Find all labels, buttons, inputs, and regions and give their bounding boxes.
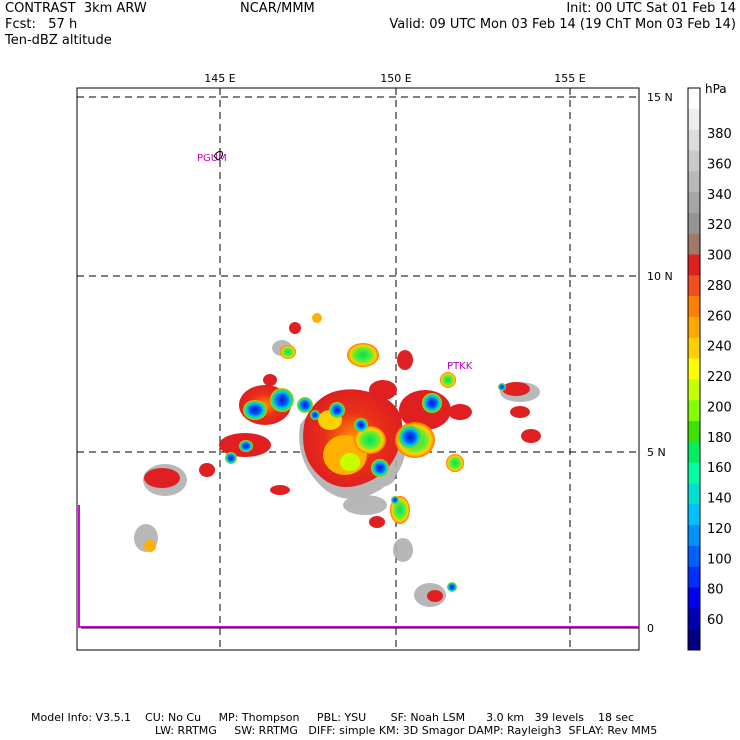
- colorbar-swatch: [688, 192, 700, 214]
- lon-label-155: 155 E: [554, 72, 585, 85]
- radar-map: 145 E 150 E 155 E 15 N 10 N 5 N 0 PGUM P…: [76, 72, 732, 651]
- colorbar-tick-label: 160: [707, 461, 732, 476]
- colorbar-swatch: [688, 254, 700, 276]
- init-time: Init: 00 UTC Sat 01 Feb 14: [566, 1, 736, 16]
- colorbar-swatch: [688, 337, 700, 360]
- reflectivity-field: [134, 313, 541, 607]
- colorbar-tick-label: 320: [707, 218, 732, 233]
- valid-time: Valid: 09 UTC Mon 03 Feb 14 (19 ChT Mon …: [389, 17, 736, 32]
- colorbar-swatch: [688, 171, 700, 193]
- colorbar-swatch: [688, 441, 700, 464]
- station-ptkk: PTKK: [447, 361, 473, 372]
- colorbar: [687, 87, 701, 651]
- colorbar-swatch: [688, 212, 700, 235]
- colorbar-swatch: [688, 129, 700, 151]
- colorbar-swatch: [688, 525, 700, 547]
- organization-label: NCAR/MMM: [240, 1, 315, 16]
- lon-label-150: 150 E: [380, 72, 411, 85]
- lat-label-5: 5 N: [647, 446, 666, 459]
- colorbar-tick-label: 80: [707, 583, 724, 598]
- model-info-line2: LW: RRTMG SW: RRTMG DIFF: simple KM: 3D …: [155, 724, 658, 737]
- colorbar-tick-label: 260: [707, 309, 732, 324]
- colorbar-swatch: [688, 483, 700, 505]
- guam-coastline: [213, 151, 223, 161]
- colorbar-swatch: [688, 296, 700, 318]
- colorbar-tick-label: 100: [707, 552, 732, 567]
- field-name: Ten-dBZ altitude: [5, 33, 112, 48]
- colorbar-swatch: [688, 88, 700, 110]
- colorbar-tick-label: 300: [707, 249, 732, 264]
- colorbar-swatch: [688, 316, 700, 339]
- colorbar-swatch: [688, 566, 700, 589]
- lat-label-0: 0: [647, 622, 654, 635]
- colorbar-tick-label: 140: [707, 492, 732, 507]
- forecast-hour: Fcst: 57 h: [5, 17, 78, 32]
- colorbar-unit: hPa: [705, 82, 727, 96]
- colorbar-tick-label: 240: [707, 340, 732, 355]
- colorbar-tick-label: 340: [707, 188, 732, 203]
- colorbar-swatch: [688, 545, 700, 568]
- colorbar-tick-label: 220: [707, 370, 732, 385]
- domain-boundary: [78, 505, 639, 628]
- colorbar-tick-label: 280: [707, 279, 732, 294]
- colorbar-tick-label: 200: [707, 400, 732, 415]
- colorbar-tick-label: 60: [707, 613, 724, 628]
- colorbar-swatch: [688, 275, 700, 297]
- model-info-line1: Model Info: V3.5.1 CU: No Cu MP: Thompso…: [31, 711, 635, 724]
- colorbar-swatch: [688, 233, 700, 256]
- station-pgum: PGUM: [197, 153, 227, 164]
- colorbar-swatch: [688, 587, 700, 609]
- colorbar-swatch: [688, 504, 700, 526]
- lon-label-145: 145 E: [204, 72, 235, 85]
- colorbar-swatch: [688, 462, 700, 484]
- colorbar-swatch: [688, 358, 700, 380]
- map-frame: [76, 87, 640, 651]
- colorbar-tick-label: 180: [707, 431, 732, 446]
- colorbar-labels: 380 360 340 320 300 280 260 240 220 200 180 160 140 1…: [707, 127, 732, 628]
- model-title: CONTRAST 3km ARW: [5, 1, 147, 16]
- colorbar-tick-label: 120: [707, 522, 732, 537]
- colorbar-swatch: [688, 400, 700, 422]
- colorbar-swatch: [688, 629, 700, 651]
- colorbar-swatch: [688, 150, 700, 172]
- colorbar-tick-label: 360: [707, 157, 732, 172]
- colorbar-frame: [687, 87, 701, 651]
- lat-label-10: 10 N: [647, 270, 673, 283]
- colorbar-swatch: [688, 379, 700, 401]
- colorbar-tick-label: 380: [707, 127, 732, 142]
- colorbar-swatch: [688, 421, 700, 443]
- lat-label-15: 15 N: [647, 91, 673, 104]
- colorbar-swatch: [688, 608, 700, 630]
- colorbar-swatch: [688, 108, 700, 131]
